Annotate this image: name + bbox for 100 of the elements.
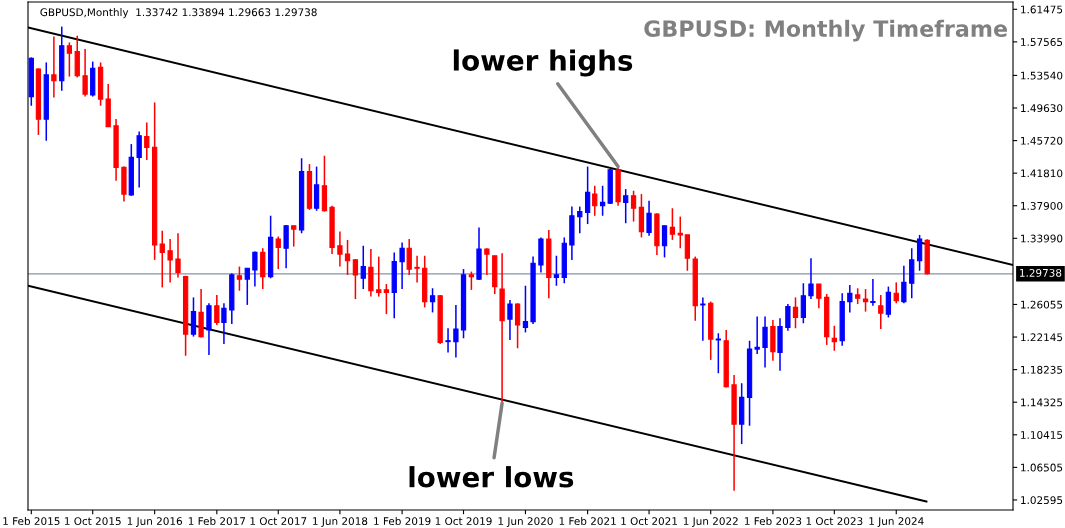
candlestick [715, 332, 721, 375]
candlestick [221, 302, 227, 345]
candlestick [909, 247, 915, 300]
y-tick-label: 1.49630 [1021, 104, 1063, 113]
candlestick [669, 207, 676, 241]
candlestick [677, 215, 683, 250]
y-tick-label: 1.45720 [1021, 136, 1063, 145]
candlestick [878, 294, 884, 330]
candlestick [468, 270, 475, 291]
candlestick [344, 239, 351, 276]
candlestick [646, 199, 652, 237]
candlestick [661, 224, 668, 259]
ref-line-label: 1.29738 [1020, 268, 1062, 277]
candlestick [630, 189, 637, 223]
candlestick [901, 264, 907, 305]
candlestick [313, 165, 320, 212]
x-tick-label: 1 Feb 2021 [559, 516, 616, 526]
x-tick-label: 1 Feb 2015 [3, 516, 60, 526]
candlestick [283, 224, 289, 270]
candlestick [252, 250, 258, 288]
candlestick [275, 235, 281, 270]
y-tick-label: 1.06505 [1021, 463, 1063, 472]
candlestick [399, 241, 405, 290]
candlestick [352, 258, 359, 300]
candlestick [893, 281, 899, 305]
y-tick-label: 1.14325 [1021, 398, 1063, 407]
x-tick-label: 1 Oct 2021 [621, 517, 677, 526]
x-tick-label: 1 Jun 2016 [127, 517, 183, 527]
annotation: lower highs [453, 49, 633, 77]
candlestick [785, 303, 791, 332]
y-tick-label: 1.26055 [1021, 300, 1063, 309]
candlestick [800, 282, 807, 325]
x-tick-label: 1 Oct 2015 [64, 517, 121, 526]
annotation: GBPUSD,Monthly 1.33742 1.33894 1.29663 1.29738 [40, 8, 317, 19]
y-tick-label: 1.41810 [1021, 169, 1063, 178]
candlestick [684, 234, 691, 272]
text: GBPUSD: Monthly Timeframe [644, 19, 1007, 42]
candlestick [144, 121, 150, 161]
y-tick-label: 1.37900 [1021, 201, 1063, 210]
y-tick-label: 1.33990 [1021, 234, 1063, 243]
candlestick [360, 244, 366, 290]
y-tick-label: 1.10415 [1021, 431, 1063, 439]
candlestick [847, 284, 853, 314]
y-tick-label: 1.57565 [1021, 38, 1063, 46]
candlestick [514, 302, 521, 350]
candlestick [577, 205, 583, 235]
candlestick [368, 248, 374, 298]
candlestick [507, 299, 513, 341]
candlestick [553, 254, 560, 287]
candlestick [82, 48, 88, 98]
candlestick [214, 294, 220, 326]
candlestick [522, 284, 529, 334]
candlestick [623, 188, 629, 225]
x-tick-label: 1 Feb 2019 [374, 516, 431, 526]
candlestick [445, 327, 451, 354]
x-tick-label: 1 Jun 2022 [683, 517, 738, 527]
y-tick-label: 1.02595 [1021, 496, 1063, 505]
candlestick [414, 254, 420, 284]
x-tick-label: 1 Jun 2018 [313, 517, 368, 527]
candlestick [190, 296, 197, 338]
candlestick [762, 315, 768, 369]
candlestick [236, 265, 243, 292]
candlestick [376, 255, 382, 298]
candlestick [592, 184, 598, 217]
candlestick [159, 229, 165, 289]
candlestick [484, 247, 490, 276]
candlestick [167, 238, 173, 284]
candlestick [136, 130, 142, 189]
candlestick [816, 283, 822, 310]
candlestick [175, 232, 181, 279]
candlestick [429, 287, 436, 314]
y-tick-label: 1.53540 [1021, 71, 1063, 80]
candlestick [792, 296, 799, 330]
candlestick [584, 165, 591, 225]
y-tick-label: 1.18235 [1021, 365, 1063, 374]
candlestick [383, 283, 390, 315]
x-tick-label: 1 Oct 2023 [806, 517, 863, 526]
candlestick [754, 315, 760, 355]
x-tick-label: 1 Feb 2017 [188, 516, 246, 526]
candlestick [700, 296, 706, 342]
candlestick [831, 324, 837, 352]
candlestick [406, 238, 412, 276]
candlestick [916, 234, 923, 272]
x-tick-label: 1 Jun 2020 [498, 517, 553, 527]
candlestick [870, 278, 876, 307]
candlestick [337, 230, 343, 268]
x-tick-label: 1 Feb 2023 [744, 516, 802, 526]
y-tick-label: 1.61475 [1021, 5, 1063, 14]
candlestick [453, 304, 459, 359]
candlestick [51, 35, 57, 99]
candlestick [66, 41, 73, 78]
candlestick [808, 257, 814, 300]
x-tick-label: 1 Oct 2019 [435, 517, 492, 526]
candlestick [244, 267, 250, 306]
annotation: lower lows [409, 466, 574, 488]
candlestick [291, 224, 297, 248]
candlestick [599, 184, 606, 217]
x-tick-label: 1 Jun 2024 [869, 517, 924, 527]
candlestick [862, 288, 869, 313]
y-tick-label: 1.22145 [1021, 333, 1063, 342]
